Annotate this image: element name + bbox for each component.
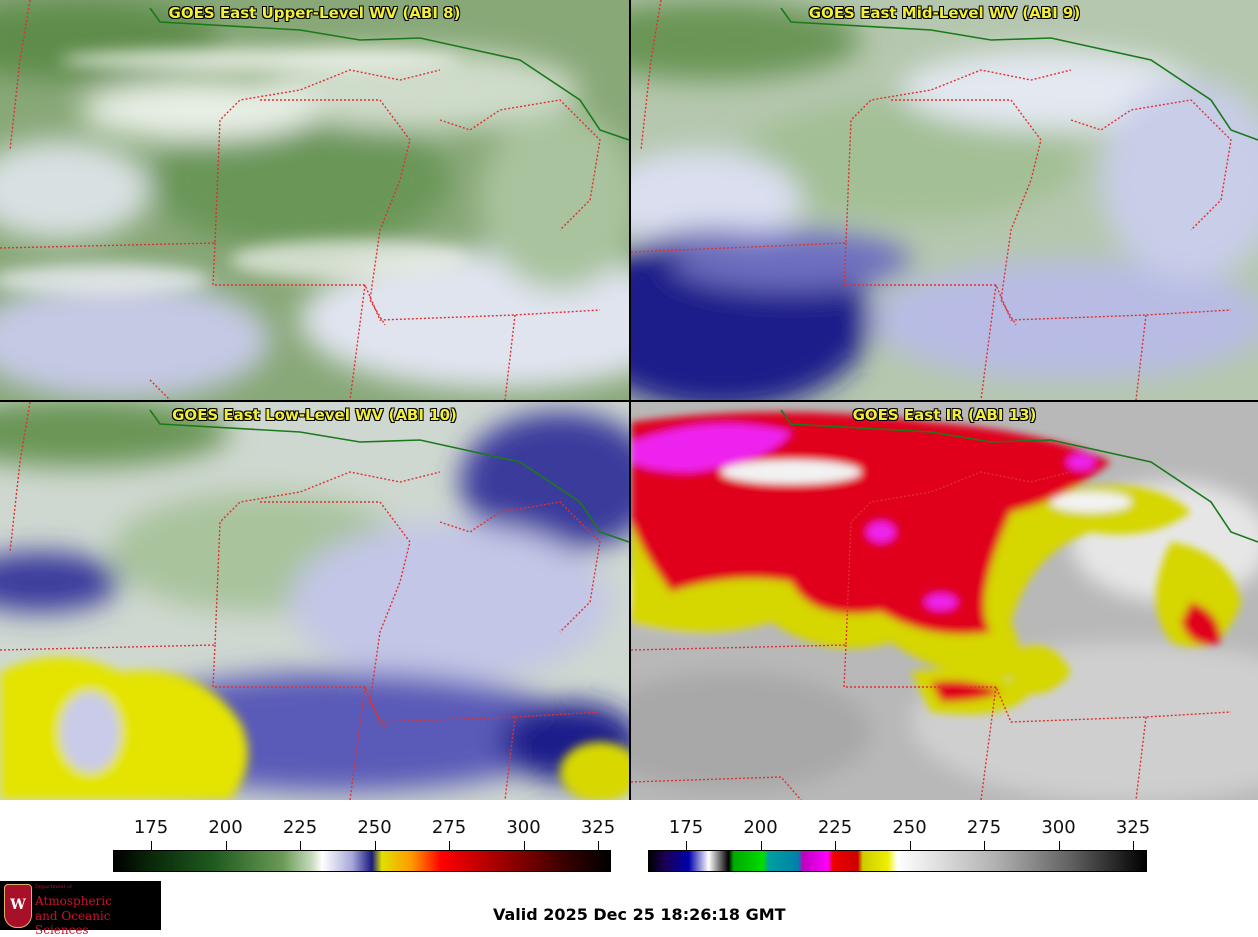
colorbar-tick-mark: [598, 841, 599, 850]
colorbar-tick-label: 250: [357, 817, 392, 838]
upper-level-wv-title: GOES East Upper-Level WV (ABI 8): [168, 4, 461, 22]
colorbar-tick-label: 200: [208, 817, 243, 838]
ir-colorbar: 175 200 225 250 275 300 325: [648, 817, 1151, 872]
ir-panel: GOES East IR (ABI 13): [631, 402, 1258, 800]
wv-colorbar-ticks: 175 200 225 250 275 300 325: [113, 817, 615, 850]
colorbar-tick-mark: [449, 841, 450, 850]
colorbar-tick-label: 200: [743, 817, 778, 838]
colorbar-tick-label: 325: [580, 817, 616, 838]
colorbar-tick-label: 175: [668, 817, 704, 838]
colorbar-tick-mark: [686, 841, 687, 850]
upper-level-wv-panel: GOES East Upper-Level WV (ABI 8): [0, 0, 629, 400]
colorbar-tick-mark: [1058, 841, 1060, 850]
upper-level-wv-image: [0, 0, 629, 400]
logo-line-1: Atmospheric: [35, 894, 112, 908]
colorbar-tick-mark: [984, 841, 985, 850]
ir-image: [631, 402, 1258, 800]
low-level-wv-title: GOES East Low-Level WV (ABI 10): [172, 406, 457, 424]
ir-colorbar-ticks: 175 200 225 250 275 300 325: [648, 817, 1151, 850]
wv-colorbar: 175 200 225 250 275 300 325: [113, 817, 615, 872]
colorbar-tick-mark: [760, 841, 762, 850]
mid-level-wv-image: [631, 0, 1258, 400]
aos-logo: W Department of Atmospheric and Oceanic …: [0, 881, 161, 937]
colorbar-tick-mark: [151, 841, 152, 850]
logo-dept-text: Department of: [35, 884, 72, 890]
colorbar-tick-label: 250: [892, 817, 927, 838]
uw-crest-icon: W: [4, 884, 32, 928]
colorbar-tick-mark: [1133, 841, 1134, 850]
colorbar-tick-label: 325: [1115, 817, 1151, 838]
colorbar-tick-mark: [835, 841, 836, 850]
valid-time: Valid 2025 Dec 25 18:26:18 GMT: [493, 905, 786, 924]
ir-colorbar-gradient: [648, 850, 1147, 872]
colorbar-tick-mark: [909, 841, 911, 850]
low-level-wv-image: [0, 402, 629, 800]
logo-line-2: and Oceanic Sciences: [35, 909, 111, 937]
panel-divider-horizontal: [0, 400, 1258, 402]
colorbar-tick-mark: [523, 841, 525, 850]
colorbar-tick-label: 225: [817, 817, 853, 838]
colorbar-tick-mark: [225, 841, 227, 850]
colorbar-tick-label: 175: [133, 817, 169, 838]
colorbar-tick-label: 275: [431, 817, 467, 838]
low-level-wv-panel: GOES East Low-Level WV (ABI 10): [0, 402, 629, 800]
colorbar-tick-mark: [374, 841, 376, 850]
ir-title: GOES East IR (ABI 13): [852, 406, 1037, 424]
colorbar-tick-label: 300: [1041, 817, 1076, 838]
colorbar-tick-label: 275: [966, 817, 1002, 838]
colorbar-tick-label: 300: [506, 817, 541, 838]
colorbar-tick-label: 225: [282, 817, 318, 838]
wv-colorbar-gradient: [113, 850, 611, 872]
mid-level-wv-title: GOES East Mid-Level WV (ABI 9): [808, 4, 1081, 22]
colorbar-tick-mark: [300, 841, 301, 850]
mid-level-wv-panel: GOES East Mid-Level WV (ABI 9): [631, 0, 1258, 400]
